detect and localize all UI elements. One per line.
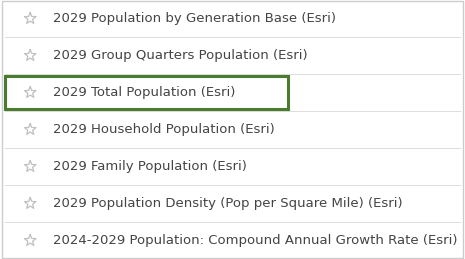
Text: 2029 Group Quarters Population (Esri): 2029 Group Quarters Population (Esri): [53, 49, 308, 62]
Text: 2029 Total Population (Esri): 2029 Total Population (Esri): [53, 86, 236, 99]
Text: 2029 Population by Generation Base (Esri): 2029 Population by Generation Base (Esri…: [53, 12, 337, 25]
Text: 2029 Household Population (Esri): 2029 Household Population (Esri): [53, 123, 275, 136]
Text: 2029 Population Density (Pop per Square Mile) (Esri): 2029 Population Density (Pop per Square …: [53, 197, 403, 210]
Text: 2029 Family Population (Esri): 2029 Family Population (Esri): [53, 160, 247, 173]
Text: 2024-2029 Population: Compound Annual Growth Rate (Esri): 2024-2029 Population: Compound Annual Gr…: [53, 234, 458, 247]
FancyBboxPatch shape: [5, 76, 288, 109]
